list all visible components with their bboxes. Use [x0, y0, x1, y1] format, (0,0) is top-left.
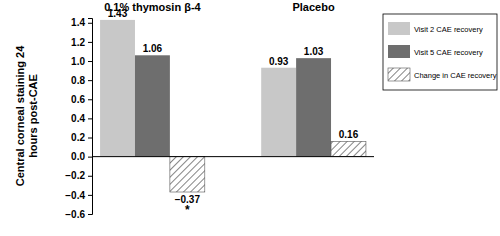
data-label: 1.03: [304, 46, 324, 57]
data-label: 1.06: [143, 43, 163, 54]
annotation: *: [185, 203, 190, 217]
bars: [100, 20, 366, 192]
y-tick: 1.2: [71, 37, 92, 48]
legend-label: Change in CAE recovery: [414, 71, 497, 80]
y-tick-label: −0.6: [65, 209, 85, 220]
data-label: 0.93: [269, 56, 289, 67]
y-tick-label: −0.2: [65, 170, 85, 181]
zero-line: [92, 156, 374, 157]
data-label: 0.16: [339, 129, 359, 140]
legend-label: Visit 2 CAE recovery: [414, 25, 483, 34]
chart: −0.6 −0.4 −0.2 0.0 0.2 0.4 0.6 0.8 1.0 1.2 1.4 Cent…: [0, 0, 500, 236]
legend-swatch: [388, 22, 410, 35]
y-tick-mark: [88, 99, 92, 100]
category-label: 0.1% thymosin β-4: [104, 1, 201, 13]
bar: [170, 157, 205, 192]
y-tick-mark: [88, 118, 92, 119]
y-tick-label: 1.2: [71, 37, 85, 48]
y-tick-mark: [88, 195, 92, 196]
bar: [296, 58, 331, 156]
legend-swatch: [388, 68, 410, 81]
y-tick-label: 0.2: [71, 132, 85, 143]
y-tick: 0.2: [71, 132, 92, 143]
legend-swatch: [388, 45, 410, 58]
y-tick-label: 1.4: [71, 17, 85, 28]
bar: [100, 20, 135, 157]
y-axis: −0.6 −0.4 −0.2 0.0 0.2 0.4 0.6 0.8 1.0 1.2 1.4: [65, 17, 92, 219]
y-tick-mark: [88, 176, 92, 177]
y-axis-title: Central corneal staining 24hours post-CA…: [14, 45, 39, 186]
y-tick-label: 0.6: [71, 94, 85, 105]
y-tick: 0.6: [71, 94, 92, 105]
y-tick-mark: [88, 61, 92, 62]
y-tick-label: 0.8: [71, 75, 85, 86]
y-tick: 1.4: [71, 17, 92, 28]
y-tick-mark: [88, 42, 92, 43]
y-tick: −0.6: [65, 209, 92, 220]
y-tick: 0.4: [71, 113, 92, 124]
category-label: Placebo: [292, 1, 334, 13]
y-tick: −0.2: [65, 170, 92, 181]
legend-frame: [383, 14, 497, 90]
y-tick: 1.0: [71, 56, 92, 67]
y-tick-label: −0.4: [65, 190, 85, 201]
y-tick-label: 1.0: [71, 56, 85, 67]
y-axis-line: [88, 19, 93, 215]
legend-label: Visit 5 CAE recovery: [414, 48, 483, 57]
y-tick: 0.0: [71, 151, 92, 162]
bar: [331, 141, 366, 156]
y-tick: −0.4: [65, 190, 92, 201]
legend: Visit 2 CAE recovery Visit 5 CAE recovery…: [383, 14, 497, 90]
y-tick-mark: [88, 138, 92, 139]
y-tick-label: 0.0: [71, 151, 85, 162]
y-tick-mark: [88, 80, 92, 81]
y-tick-mark: [88, 23, 92, 24]
y-tick-mark: [88, 214, 92, 215]
y-tick: 0.8: [71, 75, 92, 86]
bar: [135, 55, 170, 156]
bar: [261, 68, 296, 157]
y-tick-mark: [88, 157, 92, 158]
y-tick-label: 0.4: [71, 113, 85, 124]
